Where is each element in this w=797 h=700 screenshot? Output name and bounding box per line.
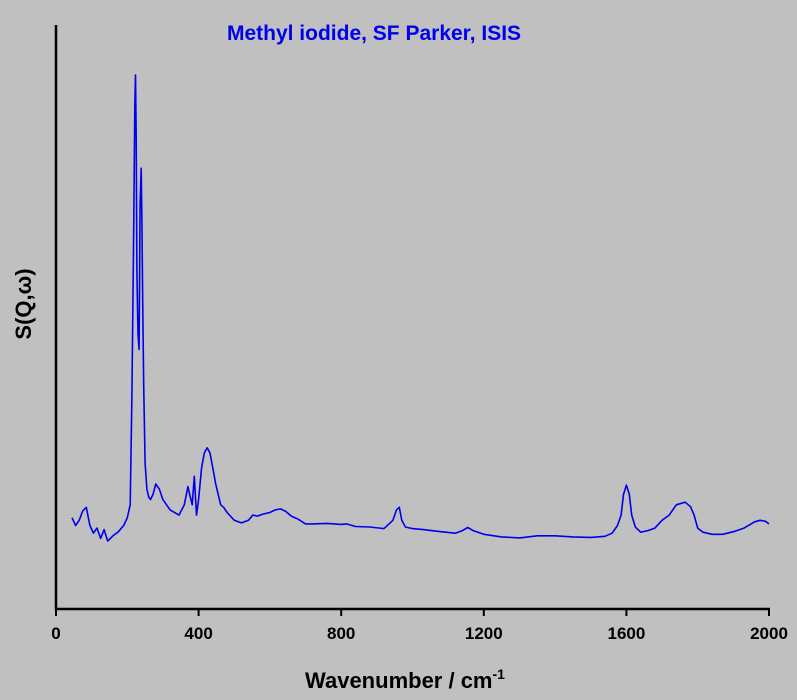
x-axis-title: Wavenumber / cm-1 xyxy=(305,666,505,693)
x-tick-label: 1200 xyxy=(465,624,503,643)
x-tick-label: 1600 xyxy=(607,624,645,643)
x-tick-label: 800 xyxy=(327,624,355,643)
x-axis-title-text: Wavenumber / cm xyxy=(305,668,492,693)
x-axis-title-superscript: -1 xyxy=(493,666,506,682)
x-tick-labels: 0 400 800 1200 1600 2000 xyxy=(51,624,788,643)
y-axis-title: S(Q,ω) xyxy=(11,268,36,339)
series-line xyxy=(71,74,770,542)
x-tick-label: 2000 xyxy=(750,624,788,643)
x-tick-label: 400 xyxy=(184,624,212,643)
x-ticks xyxy=(55,609,770,616)
x-tick-label: 0 xyxy=(51,624,60,643)
chart-title: Methyl iodide, SF Parker, ISIS xyxy=(227,22,521,45)
